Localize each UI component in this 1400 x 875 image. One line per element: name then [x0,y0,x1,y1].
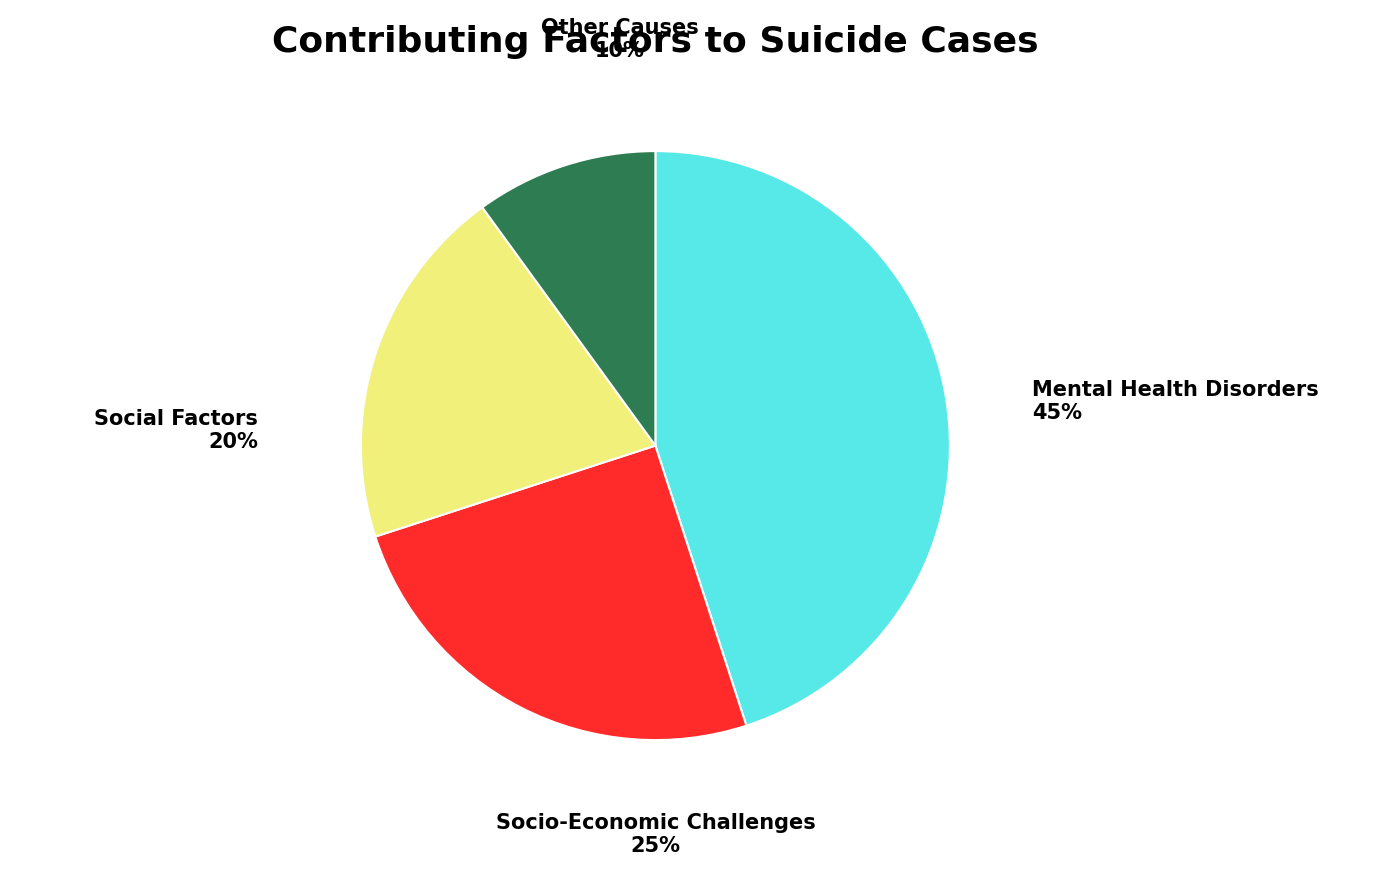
Wedge shape [655,151,949,725]
Text: Mental Health Disorders
45%: Mental Health Disorders 45% [1032,380,1319,423]
Wedge shape [375,445,746,740]
Title: Contributing Factors to Suicide Cases: Contributing Factors to Suicide Cases [272,25,1039,60]
Wedge shape [482,151,655,445]
Wedge shape [361,207,655,536]
Text: Social Factors
20%: Social Factors 20% [94,410,258,452]
Text: Other Causes
10%: Other Causes 10% [542,18,699,60]
Text: Socio-Economic Challenges
25%: Socio-Economic Challenges 25% [496,813,815,856]
